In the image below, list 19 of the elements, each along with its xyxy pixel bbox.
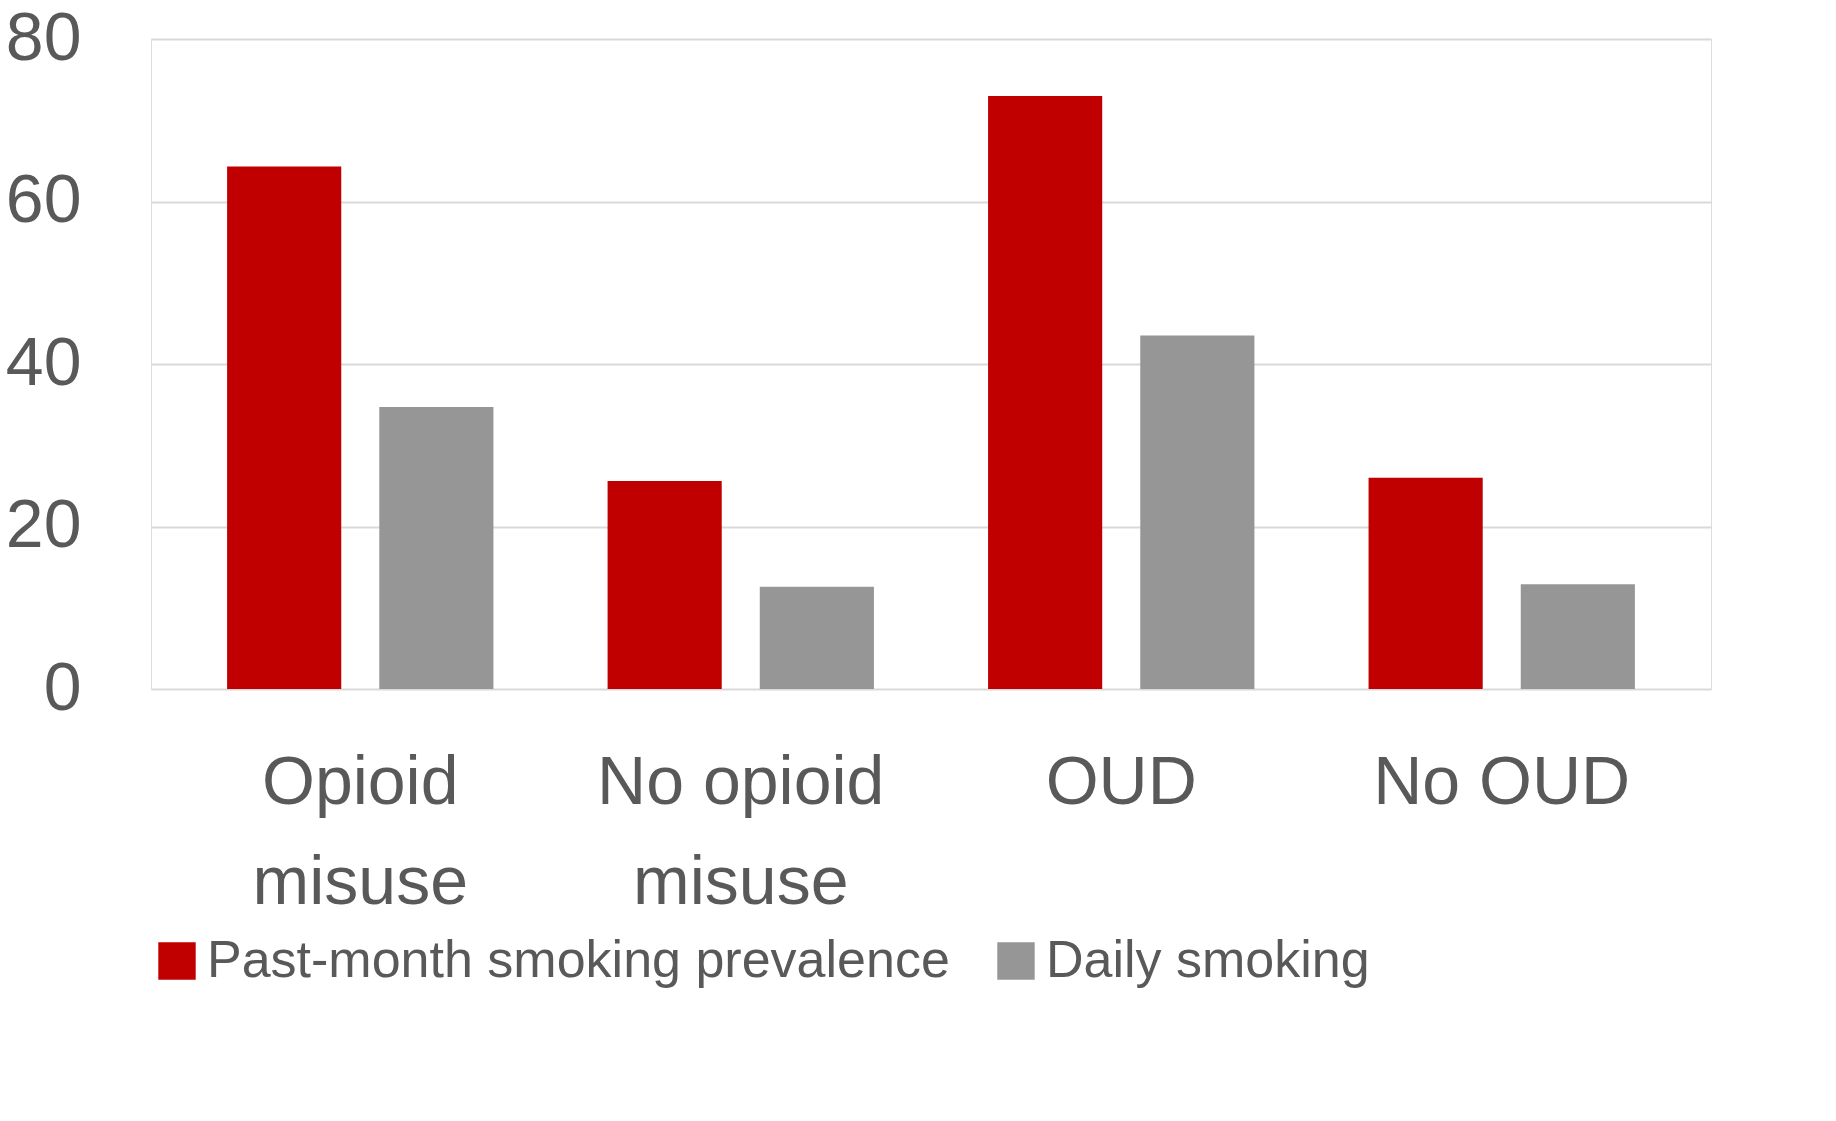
bar: [379, 407, 494, 689]
y-tick-label: 20: [5, 485, 82, 561]
y-tick-label: 80: [5, 0, 82, 74]
legend-label: Daily smoking: [1046, 930, 1370, 988]
x-tick-label: OUD: [1045, 741, 1197, 818]
bar: [988, 95, 1103, 689]
bar: [759, 586, 874, 689]
y-tick-label: 60: [5, 160, 82, 236]
bar: [227, 166, 342, 689]
x-tick-label: Opioid misuse: [252, 741, 468, 918]
bar: [1368, 477, 1483, 689]
bar: [1140, 335, 1255, 689]
legend-label: Past-month smoking prevalence: [207, 930, 950, 988]
x-tick-label: No OUD: [1373, 741, 1631, 818]
bar: [1520, 584, 1635, 689]
x-tick-label: No opioid misuse: [597, 741, 885, 918]
bar: [607, 481, 722, 689]
y-tick-label: 40: [5, 322, 82, 399]
y-tick-label: 0: [43, 647, 82, 724]
